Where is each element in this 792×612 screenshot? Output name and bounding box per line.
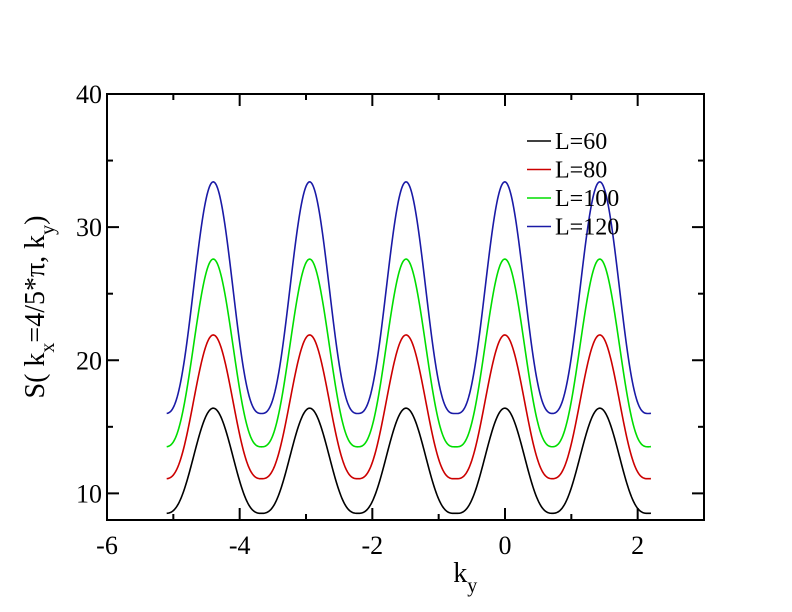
tick-labels-layer: -6 -4 -2 0 2 10 20 30 40: [76, 80, 644, 560]
x-axis-title: ky: [453, 558, 477, 597]
x-axis-title-sub: y: [467, 575, 477, 597]
plot-frame: [106, 93, 705, 521]
y-axis-title-part3: ): [20, 216, 51, 225]
x-tick-label: 0: [499, 531, 512, 560]
legend-label: L=120: [555, 215, 619, 241]
series-line-l-60: [166, 407, 651, 515]
legend-label: L=80: [555, 158, 607, 184]
x-tick-label: -6: [96, 531, 118, 560]
y-tick-label: 20: [76, 346, 102, 375]
y-axis-title-part1: S( k: [20, 353, 51, 399]
y-axis-title-sub2: y: [37, 225, 59, 235]
y-tick-label: 10: [76, 479, 102, 508]
legend: L=60 L=80L=100 L=120: [527, 129, 619, 241]
y-tick-label: 30: [76, 213, 102, 242]
legend-label: L=60: [555, 129, 607, 155]
series-line-l-80: [166, 334, 652, 480]
x-axis-title-main: k: [453, 558, 467, 589]
series-line-l-100: [166, 258, 652, 448]
y-axis-title: S( kx=4/5*π, ky): [20, 216, 59, 399]
x-tick-label: -4: [229, 531, 251, 560]
y-axis-title-part2: =4/5*π, k: [20, 235, 51, 343]
x-tick-label: -2: [361, 531, 383, 560]
series-layer: [166, 181, 652, 515]
y-tick-label: 40: [76, 80, 102, 109]
legend-label: L=100: [555, 186, 619, 212]
x-tick-label: 2: [631, 531, 644, 560]
series-line-l-120: [166, 181, 652, 415]
y-axis-title-sub1: x: [37, 343, 59, 353]
ticks-layer: [106, 93, 704, 520]
